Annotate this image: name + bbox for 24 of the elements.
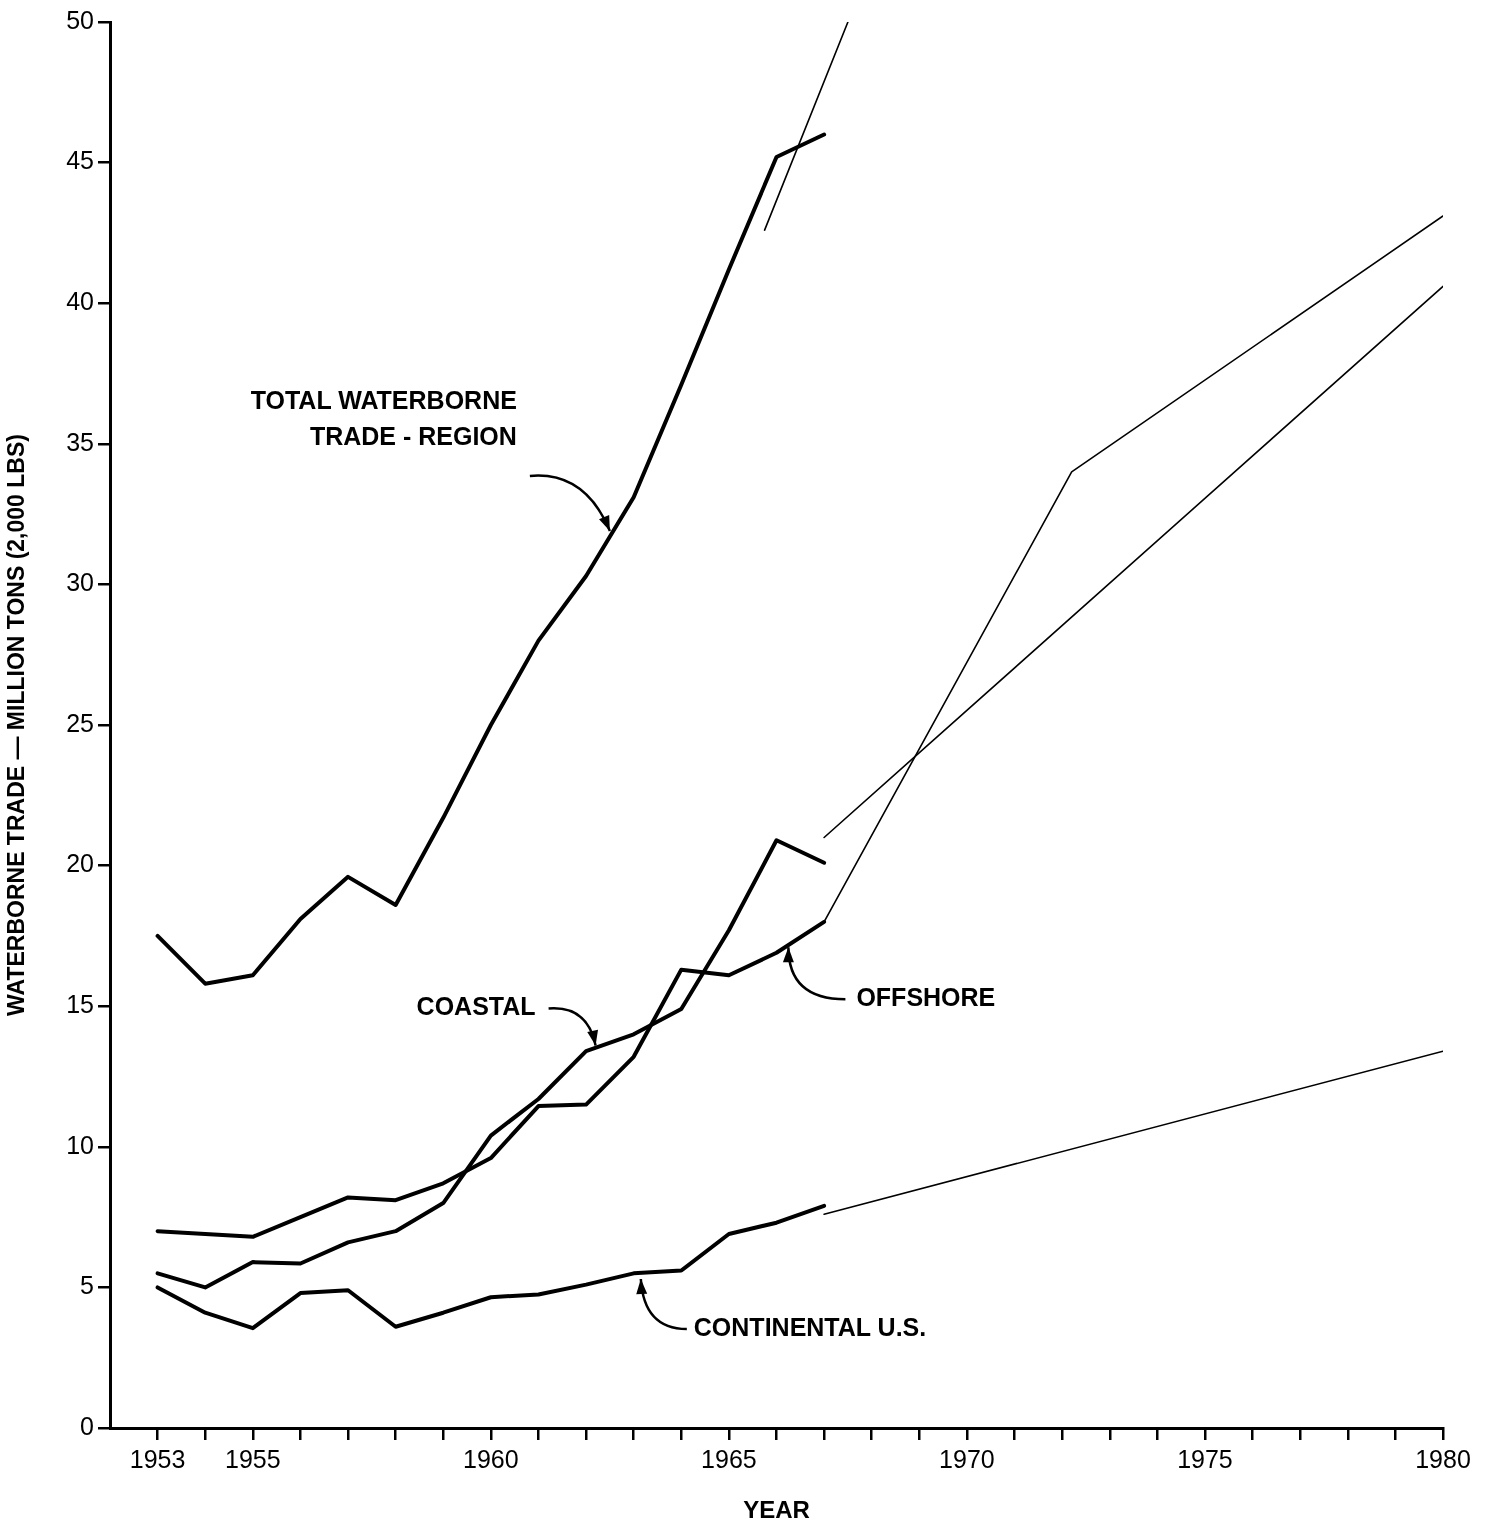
x-tick-label: 1953 xyxy=(129,1444,186,1473)
y-tick-label: 0 xyxy=(80,1411,94,1440)
y-tick-label: 25 xyxy=(66,708,94,737)
x-tick-label: 1960 xyxy=(463,1444,519,1473)
y-tick-label: 35 xyxy=(66,427,94,456)
y-tick-label: 45 xyxy=(66,146,94,175)
x-tick-label: 1970 xyxy=(939,1444,995,1473)
x-tick-label: 1975 xyxy=(1177,1444,1233,1473)
y-tick-label: 50 xyxy=(66,5,94,34)
y-axis-title: WATERBORNE TRADE — MILLION TONS (2,000 LBS) xyxy=(3,434,30,1016)
annotation: OFFSHORE xyxy=(856,983,996,1012)
annotation: COASTAL xyxy=(416,992,536,1021)
y-tick-label: 5 xyxy=(80,1271,94,1300)
y-tick-label: 40 xyxy=(66,287,94,316)
y-tick-label: 20 xyxy=(66,849,94,878)
x-axis-title: YEAR xyxy=(743,1496,810,1524)
x-tick-label: 1955 xyxy=(225,1444,281,1473)
x-tick-label: 1965 xyxy=(701,1444,757,1473)
x-tick-label: 1980 xyxy=(1415,1444,1471,1473)
y-tick-label: 10 xyxy=(66,1130,94,1159)
annotation: TOTAL WATERBORNE TRADE - REGION xyxy=(250,385,517,450)
annotation: CONTINENTAL U.S. xyxy=(693,1312,927,1341)
y-tick-label: 15 xyxy=(66,990,94,1019)
y-tick-label: 30 xyxy=(66,568,94,597)
